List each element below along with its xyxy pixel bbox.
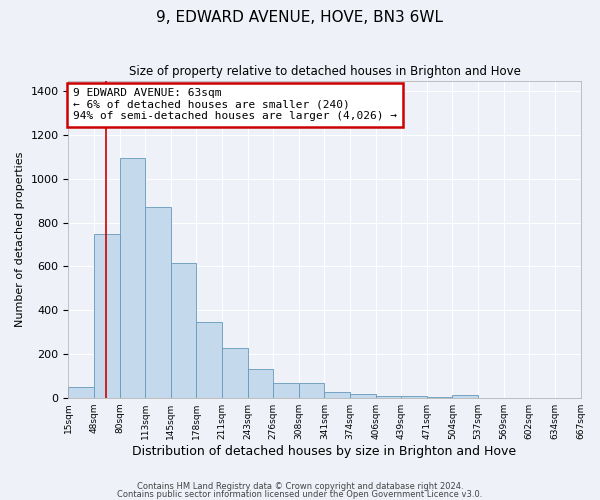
Text: 9 EDWARD AVENUE: 63sqm
← 6% of detached houses are smaller (240)
94% of semi-det: 9 EDWARD AVENUE: 63sqm ← 6% of detached …: [73, 88, 397, 122]
Bar: [68, 387, 94, 398]
Bar: [452, 395, 478, 398]
X-axis label: Distribution of detached houses by size in Brighton and Hove: Distribution of detached houses by size …: [133, 444, 517, 458]
Bar: [325, 392, 350, 398]
Text: Contains HM Land Registry data © Crown copyright and database right 2024.: Contains HM Land Registry data © Crown c…: [137, 482, 463, 491]
Title: Size of property relative to detached houses in Brighton and Hove: Size of property relative to detached ho…: [128, 65, 520, 78]
Bar: [427, 396, 452, 398]
Bar: [119, 158, 145, 398]
Text: 9, EDWARD AVENUE, HOVE, BN3 6WL: 9, EDWARD AVENUE, HOVE, BN3 6WL: [157, 10, 443, 25]
Bar: [222, 348, 248, 398]
Bar: [248, 370, 273, 398]
Bar: [273, 384, 299, 398]
Text: Contains public sector information licensed under the Open Government Licence v3: Contains public sector information licen…: [118, 490, 482, 499]
Bar: [299, 383, 325, 398]
Bar: [376, 396, 401, 398]
Y-axis label: Number of detached properties: Number of detached properties: [15, 152, 25, 327]
Bar: [401, 396, 427, 398]
Bar: [145, 208, 171, 398]
Bar: [171, 263, 196, 398]
Bar: [94, 234, 119, 398]
Bar: [196, 322, 222, 398]
Bar: [350, 394, 376, 398]
